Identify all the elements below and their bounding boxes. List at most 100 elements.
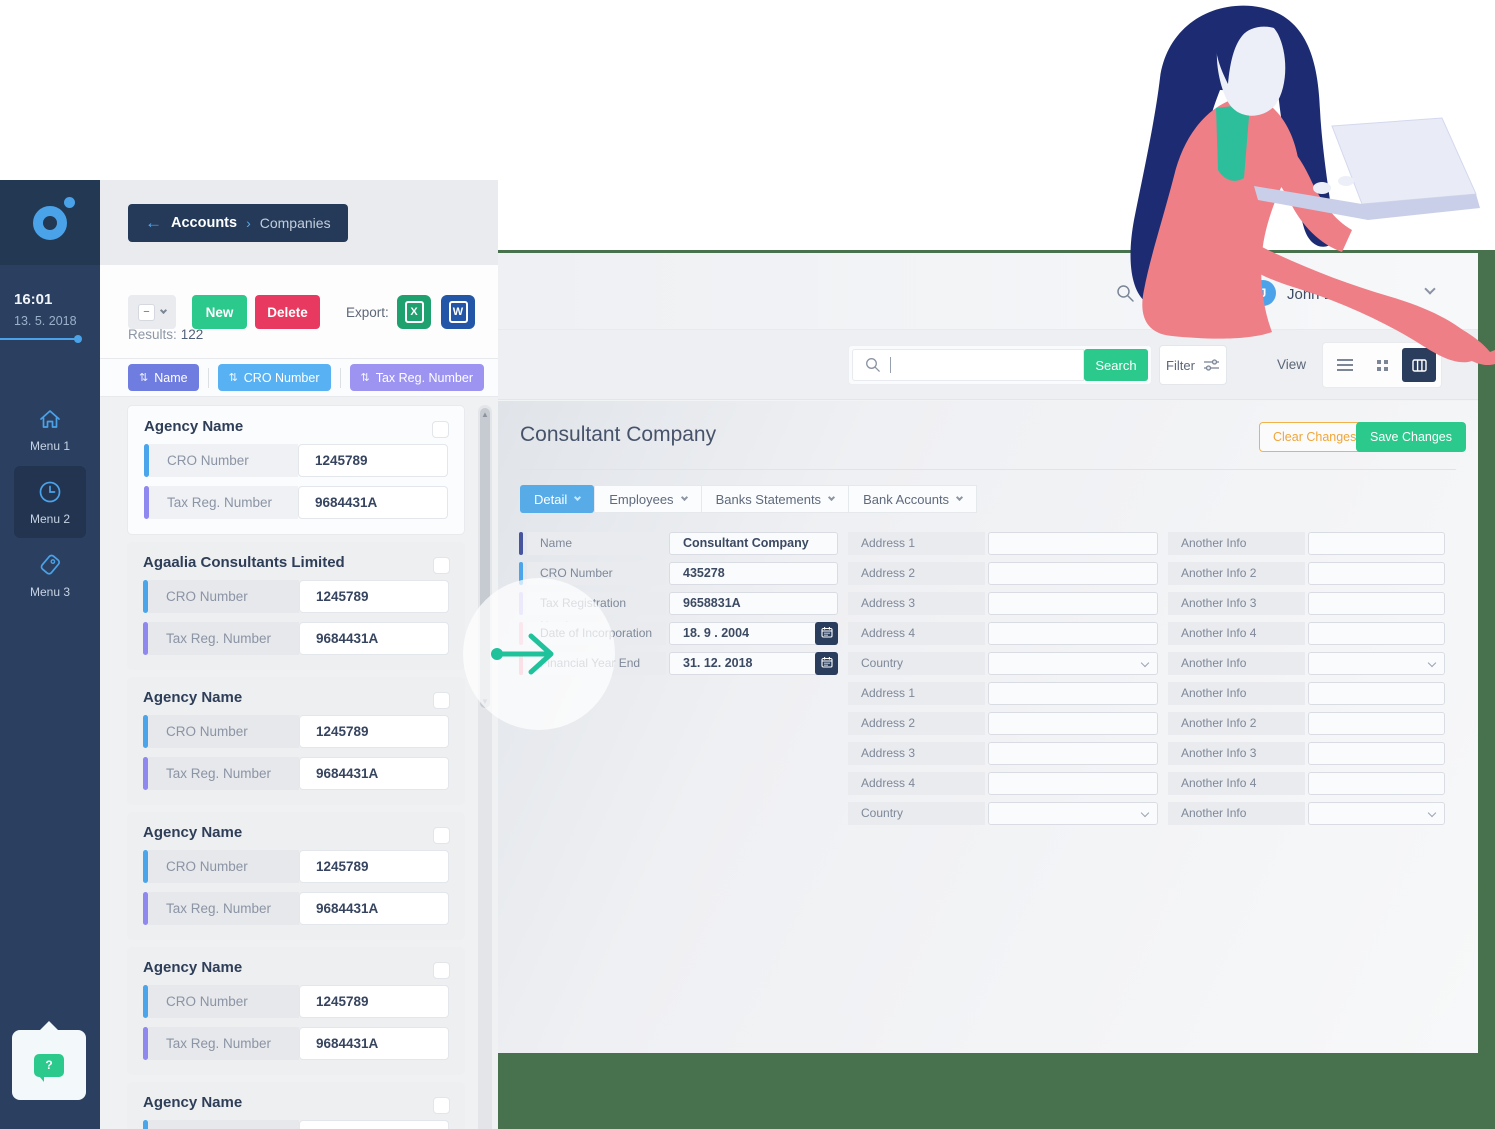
form-input-tax-registration-number[interactable]: 9658831A xyxy=(669,592,838,615)
scrollbar-thumb[interactable]: ▲ ▼ xyxy=(480,408,490,708)
back-arrow-icon[interactable]: ← xyxy=(145,213,162,232)
view-columns-button[interactable] xyxy=(1402,348,1436,382)
view-grid-button[interactable] xyxy=(1365,348,1399,382)
form-input-another-info-4[interactable] xyxy=(1308,622,1445,645)
list-scrollbar[interactable]: ▲ ▼ xyxy=(478,405,492,1129)
calendar-button[interactable] xyxy=(815,622,838,645)
sort-chip-cro-number[interactable]: ⇅ CRO Number xyxy=(217,364,331,391)
tab-bank-accounts[interactable]: Bank Accounts xyxy=(849,485,978,513)
form-input-address-1[interactable] xyxy=(988,532,1158,555)
chevron-down-icon xyxy=(159,306,168,315)
field-value[interactable]: 9684431A xyxy=(299,622,449,655)
filter-button[interactable]: Filter xyxy=(1159,345,1227,385)
form-input-address-4[interactable] xyxy=(988,772,1158,795)
form-input-address-4[interactable] xyxy=(988,622,1158,645)
form-input-another-info[interactable] xyxy=(1308,682,1445,705)
form-select-another-info[interactable] xyxy=(1308,652,1445,675)
search-button[interactable]: Search xyxy=(1084,349,1148,381)
gear-icon[interactable]: ⚙ xyxy=(1150,282,1168,304)
accent-bar xyxy=(144,486,149,519)
tab-employees[interactable]: Employees xyxy=(594,485,702,513)
form-input-another-info-3[interactable] xyxy=(1308,592,1445,615)
chevron-down-icon[interactable] xyxy=(1424,283,1436,295)
laptop-screen xyxy=(1331,117,1477,205)
tab-detail[interactable]: Detail xyxy=(520,485,595,513)
checkbox[interactable] xyxy=(433,1097,450,1114)
field-value[interactable]: 9684431A xyxy=(299,757,449,790)
form-input-another-info-4[interactable] xyxy=(1308,772,1445,795)
form-input-financial-year-end[interactable]: 31. 12. 2018 xyxy=(669,652,838,675)
form-input-address-2[interactable] xyxy=(988,562,1158,585)
checkbox[interactable] xyxy=(433,557,450,574)
form-input-address-1[interactable] xyxy=(988,682,1158,705)
form-input-another-info[interactable] xyxy=(1308,532,1445,555)
checkbox[interactable] xyxy=(433,962,450,979)
form-column-other: Another Info Another Info 2 Another Info 3… xyxy=(1168,532,1445,832)
sort-chip-tax-reg-number[interactable]: ⇅ Tax Reg. Number xyxy=(349,364,484,391)
bulk-select-dropdown[interactable]: − xyxy=(128,295,176,329)
clear-changes-button[interactable]: Clear Changes xyxy=(1259,422,1371,452)
list-item[interactable]: Agaalia Consultants Limited CRO Number 124… xyxy=(127,542,465,670)
app-logo[interactable] xyxy=(0,180,100,265)
form-input-another-info-2[interactable] xyxy=(1308,562,1445,585)
form-input-date-of-incorporation[interactable]: 18. 9 . 2004 xyxy=(669,622,838,645)
help-button[interactable]: ? xyxy=(12,1021,86,1100)
export-word-button[interactable]: W xyxy=(441,295,475,329)
checkbox[interactable] xyxy=(433,827,450,844)
field-value[interactable]: 1245789 xyxy=(299,580,449,613)
sort-chip-name[interactable]: ⇅ Name xyxy=(128,364,199,391)
field-value[interactable]: 1245789 xyxy=(299,850,449,883)
field-value[interactable]: 1245789 xyxy=(299,715,449,748)
form-label: Another Info 4 xyxy=(1168,622,1305,645)
search-input[interactable] xyxy=(852,349,1084,381)
avatar[interactable]: J xyxy=(1250,280,1276,306)
field-value[interactable]: 9684431A xyxy=(299,892,449,925)
field-value[interactable]: 1245789 xyxy=(299,1120,449,1129)
search-icon[interactable] xyxy=(1114,282,1136,304)
field-label: CRO Number xyxy=(148,580,299,613)
sidebar-item-menu-2[interactable]: Menu 2 xyxy=(14,466,86,538)
breadcrumb-section[interactable]: Accounts xyxy=(171,214,238,231)
breadcrumb-page[interactable]: Companies xyxy=(259,214,331,231)
form-select-country[interactable] xyxy=(988,652,1158,675)
form-select-another-info[interactable] xyxy=(1308,802,1445,825)
user-name[interactable]: John Doe xyxy=(1287,286,1352,303)
hand xyxy=(1313,182,1331,194)
checkbox[interactable] xyxy=(432,421,449,438)
chip-divider xyxy=(207,367,209,388)
form-input-address-2[interactable] xyxy=(988,712,1158,735)
logo-ring-icon xyxy=(33,205,67,240)
view-list-button[interactable] xyxy=(1328,348,1362,382)
card-title: Agaalia Consultants Limited xyxy=(143,554,345,571)
sidebar-item-menu-3[interactable]: Menu 3 xyxy=(14,539,86,611)
form-input-cro-number[interactable]: 435278 xyxy=(669,562,838,585)
form-input-another-info-3[interactable] xyxy=(1308,742,1445,765)
form-input-address-3[interactable] xyxy=(988,742,1158,765)
sidebar-item-menu-1[interactable]: Menu 1 xyxy=(14,393,86,465)
form-input-address-3[interactable] xyxy=(988,592,1158,615)
field-value[interactable]: 9684431A xyxy=(298,486,448,519)
new-button[interactable]: New xyxy=(192,295,247,329)
form-label: Country xyxy=(848,652,985,675)
field-value[interactable]: 1245789 xyxy=(298,444,448,477)
form-input-another-info-2[interactable] xyxy=(1308,712,1445,735)
form-input-name[interactable]: Consultant Company xyxy=(669,532,838,555)
form-label: Another Info 2 xyxy=(1168,562,1305,585)
field-value[interactable]: 9684431A xyxy=(299,1027,449,1060)
breadcrumb[interactable]: ← Accounts › Companies xyxy=(128,203,348,242)
save-changes-button[interactable]: Save Changes xyxy=(1356,422,1467,452)
field-value[interactable]: 1245789 xyxy=(299,985,449,1018)
tab-bar: Detail Employees Banks Statements Bank Acco… xyxy=(520,485,978,513)
clock-icon xyxy=(37,479,63,505)
form-select-country[interactable] xyxy=(988,802,1158,825)
delete-button[interactable]: Delete xyxy=(255,295,320,329)
tab-banks-statements[interactable]: Banks Statements xyxy=(701,485,850,513)
checkbox[interactable] xyxy=(433,692,450,709)
calendar-button[interactable] xyxy=(815,652,838,675)
export-excel-button[interactable]: X xyxy=(397,295,431,329)
